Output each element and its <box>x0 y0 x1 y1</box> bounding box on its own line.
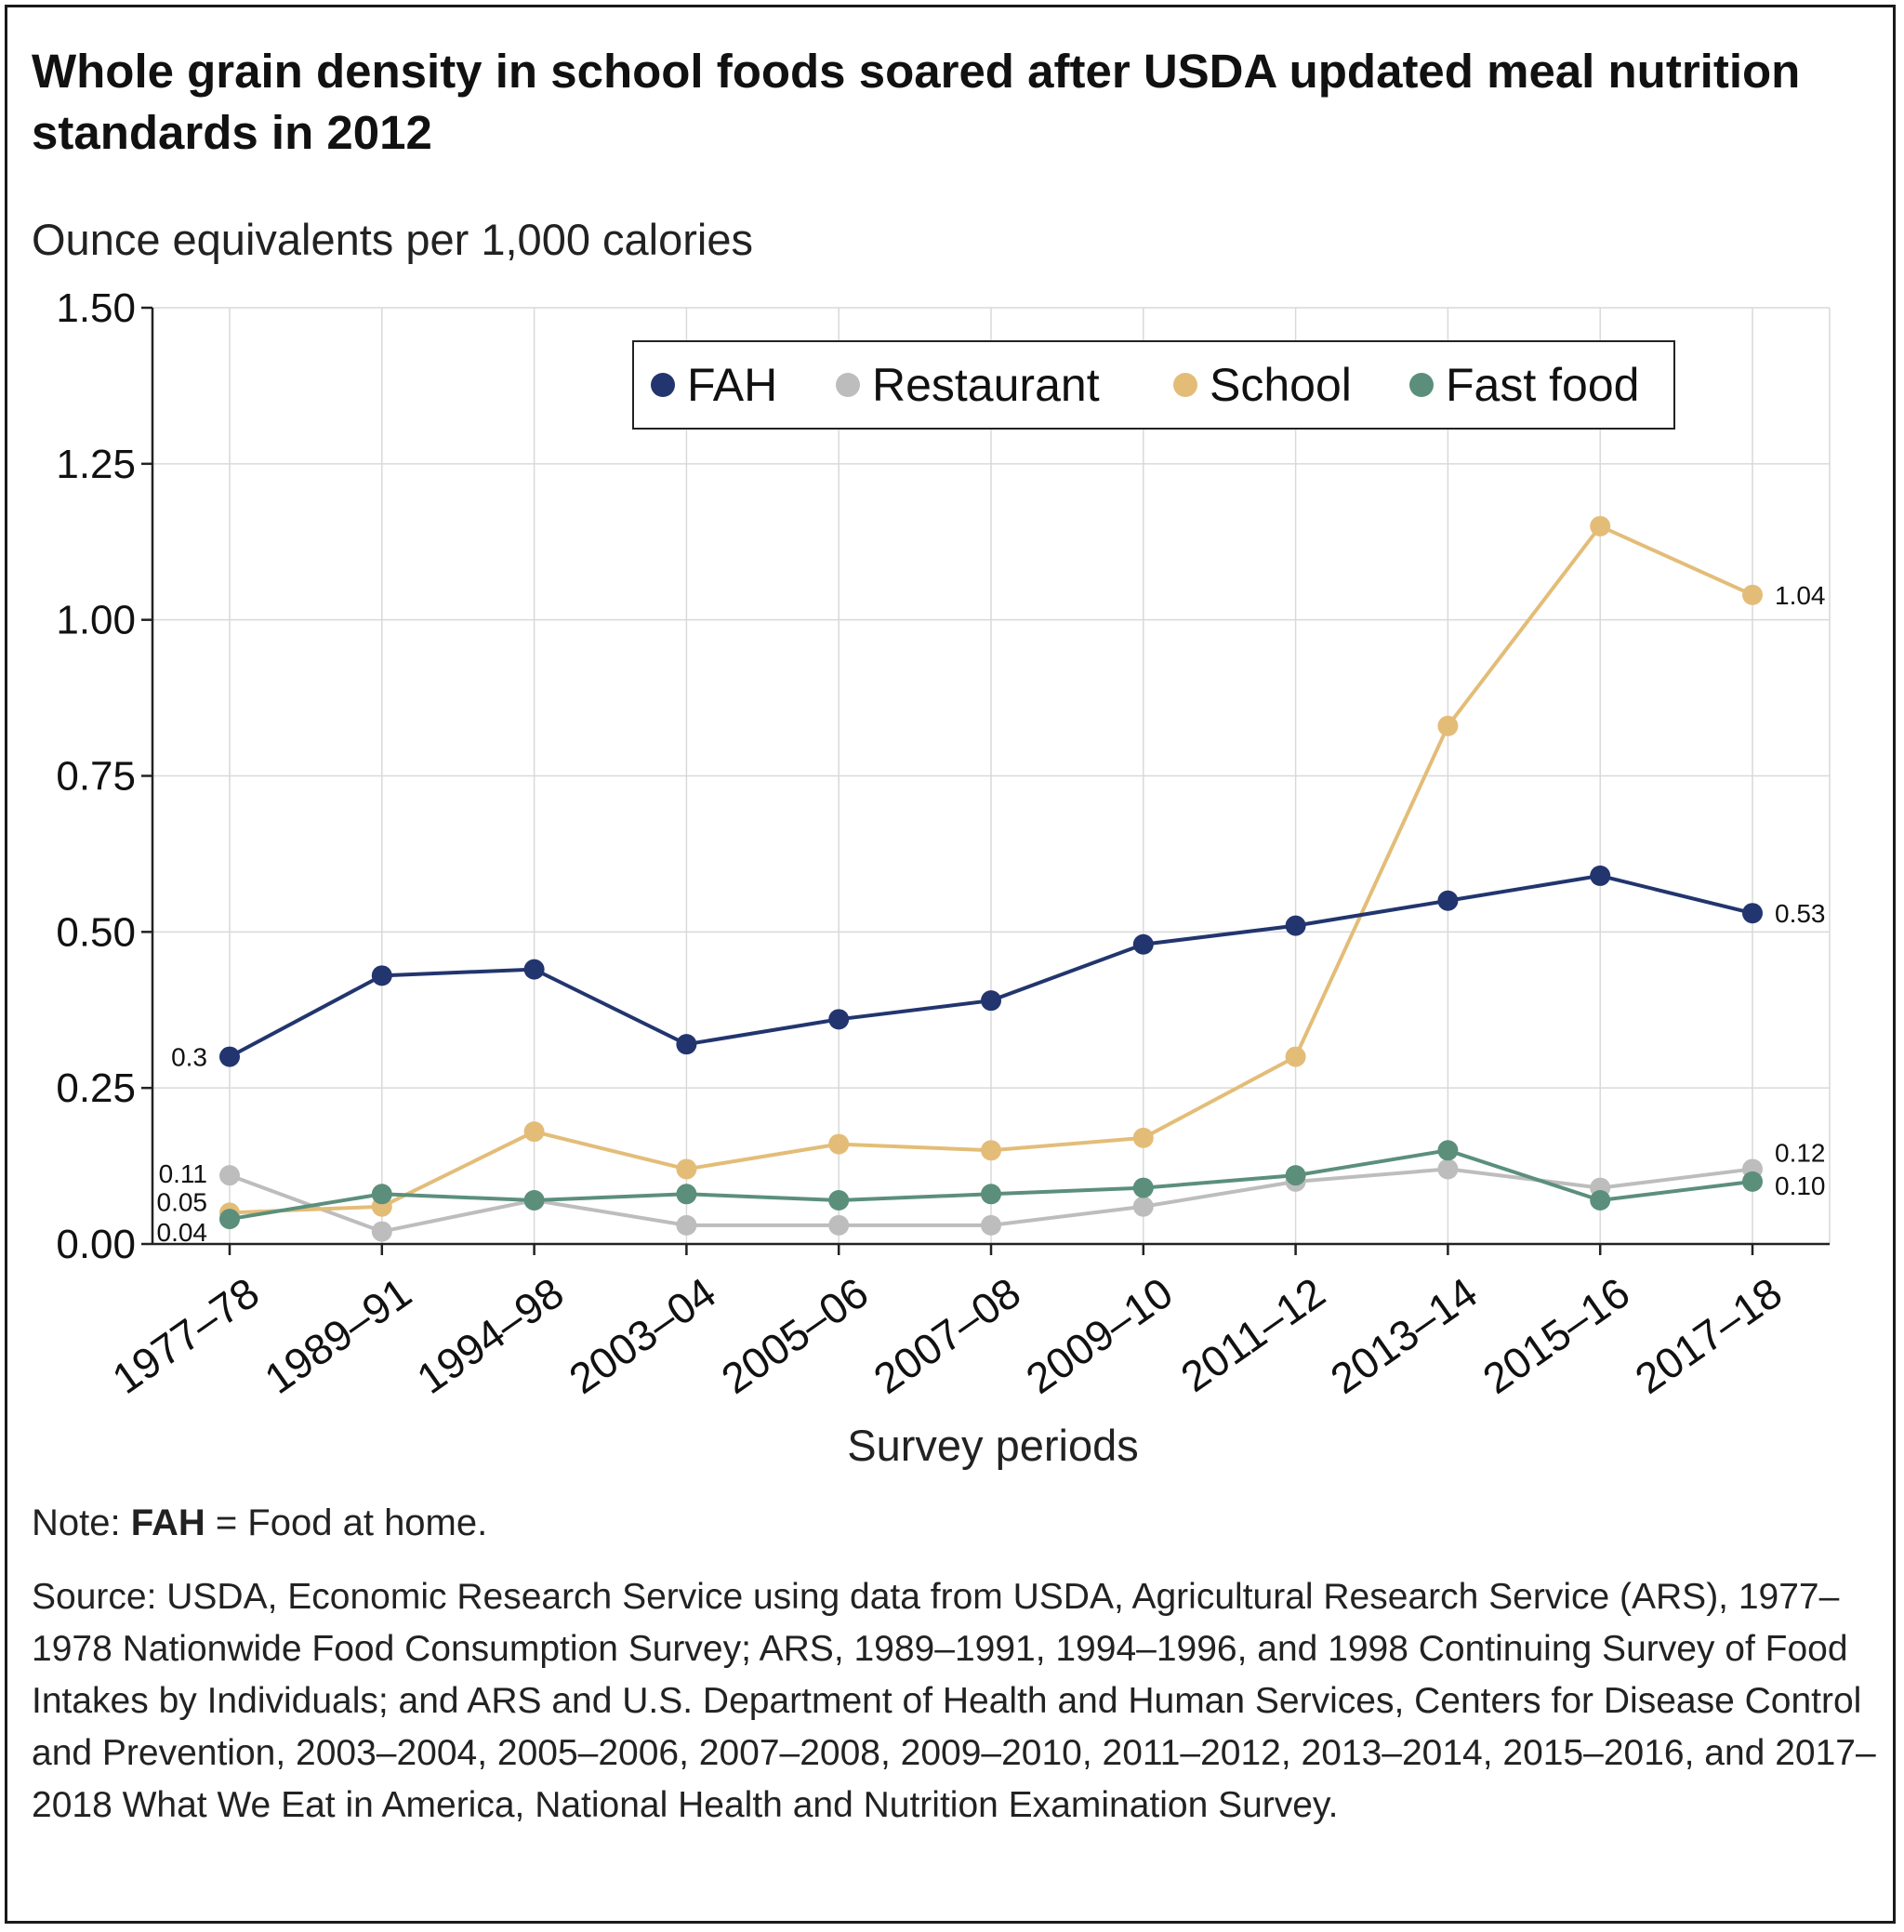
x-tick-label: 2015–16 <box>1474 1268 1639 1403</box>
x-tick-label: 1977–78 <box>103 1268 268 1403</box>
y-tick-label: 0.75 <box>56 754 136 800</box>
chart-title: Whole grain density in school foods soar… <box>32 45 1801 159</box>
series-school <box>219 515 1763 1224</box>
x-tick-label: 2007–08 <box>865 1268 1029 1403</box>
series-fast-food <box>219 1140 1763 1230</box>
y-tick-label: 0.00 <box>56 1222 136 1267</box>
tick-labels: 0.00 0.25 0.50 0.75 1.00 1.25 1.50 1977–781989–… <box>56 285 1790 1403</box>
data-point-fast-food <box>981 1184 1001 1205</box>
data-label-restaurant: 0.11 <box>159 1159 207 1188</box>
data-label-school: 0.05 <box>157 1187 208 1216</box>
note-prefix: Note: <box>32 1502 131 1543</box>
note-bold: FAH <box>130 1502 205 1543</box>
gridlines <box>152 307 1831 1245</box>
x-tick-label: 2009–10 <box>1017 1268 1182 1403</box>
data-point-school <box>981 1140 1001 1161</box>
data-labels: 0.3 0.53 0.11 0.12 0.05 1.04 0.04 0.10 <box>157 581 1826 1247</box>
data-point-restaurant <box>676 1214 697 1236</box>
series-group <box>219 515 1763 1242</box>
data-point-school <box>1437 715 1459 736</box>
data-point-fah <box>371 965 392 986</box>
legend: FAH Restaurant School Fast food <box>632 340 1675 430</box>
data-point-school <box>828 1133 850 1155</box>
axes <box>141 306 1830 1255</box>
legend-label-school: School <box>1210 359 1352 411</box>
data-point-fah <box>523 959 545 980</box>
data-point-restaurant <box>828 1214 850 1236</box>
source-text: Source: USDA, Economic Research Service … <box>32 1577 1876 1825</box>
data-point-fah <box>1590 865 1611 886</box>
data-point-fah <box>1132 933 1154 955</box>
data-point-school <box>523 1121 545 1143</box>
x-axis-label: Survey periods <box>847 1421 1139 1470</box>
legend-label-fah: FAH <box>687 359 777 411</box>
data-label-fast-food: 0.10 <box>1775 1171 1826 1200</box>
data-point-fah <box>981 990 1001 1012</box>
data-point-restaurant <box>981 1214 1001 1236</box>
y-tick-label: 0.50 <box>56 909 136 955</box>
y-tick-label: 1.25 <box>56 442 136 487</box>
data-point-restaurant <box>1132 1196 1154 1217</box>
data-point-fast-food <box>219 1209 240 1230</box>
x-tick-label: 2013–14 <box>1322 1268 1487 1403</box>
y-axis-label: Ounce equivalents per 1,000 calories <box>32 215 753 264</box>
chart-frame <box>5 5 1896 1924</box>
data-point-school <box>1742 584 1763 605</box>
note-rest: = Food at home. <box>205 1502 488 1543</box>
x-tick-label: 2005–06 <box>713 1268 878 1403</box>
data-point-fah <box>828 1009 850 1030</box>
data-point-school <box>1285 1046 1306 1067</box>
y-tick-label: 1.00 <box>56 598 136 643</box>
data-point-fast-food <box>523 1190 545 1211</box>
data-label-fah: 0.53 <box>1775 899 1826 928</box>
data-point-fast-food <box>1285 1165 1306 1186</box>
data-point-fast-food <box>828 1190 850 1211</box>
data-point-fast-food <box>1437 1140 1459 1161</box>
x-tick-label: 1989–91 <box>256 1268 420 1403</box>
x-tick-label: 1994–98 <box>408 1268 573 1403</box>
legend-marker-fast-food <box>1409 373 1434 397</box>
note: Note: FAH = Food at home. <box>32 1502 487 1544</box>
data-point-fah <box>1437 890 1459 911</box>
data-point-school <box>1590 515 1611 536</box>
legend-box <box>632 340 1675 430</box>
data-point-school <box>676 1158 697 1180</box>
legend-marker-restaurant <box>836 373 860 397</box>
y-tick-label: 0.25 <box>56 1065 136 1111</box>
data-point-fast-food <box>676 1184 697 1205</box>
x-tick-label: 2003–04 <box>561 1268 725 1403</box>
data-point-fah <box>1285 915 1306 936</box>
y-tick-label: 1.50 <box>56 285 136 331</box>
data-point-fah <box>219 1046 240 1067</box>
legend-label-restaurant: Restaurant <box>872 359 1100 411</box>
data-point-fah <box>1742 903 1763 924</box>
legend-marker-school <box>1173 373 1197 397</box>
data-label-school: 1.04 <box>1775 581 1826 610</box>
x-tick-label: 2017–18 <box>1626 1268 1791 1403</box>
data-point-fast-food <box>1742 1171 1763 1192</box>
x-tick-label: 2011–12 <box>1172 1268 1334 1401</box>
data-point-restaurant <box>371 1221 392 1242</box>
data-point-fast-food <box>1590 1190 1611 1211</box>
data-point-restaurant <box>219 1165 240 1186</box>
data-label-fast-food: 0.04 <box>157 1218 208 1247</box>
legend-marker-fah <box>651 373 675 397</box>
data-point-fast-food <box>371 1184 392 1205</box>
data-point-fah <box>676 1034 697 1055</box>
data-point-fast-food <box>1132 1177 1154 1198</box>
legend-label-fast-food: Fast food <box>1446 359 1639 411</box>
data-point-school <box>1132 1127 1154 1148</box>
data-point-restaurant <box>1437 1158 1459 1180</box>
series-fah <box>219 865 1763 1067</box>
series-restaurant <box>219 1158 1763 1242</box>
data-label-fah: 0.3 <box>171 1043 207 1072</box>
data-label-restaurant: 0.12 <box>1775 1138 1826 1167</box>
